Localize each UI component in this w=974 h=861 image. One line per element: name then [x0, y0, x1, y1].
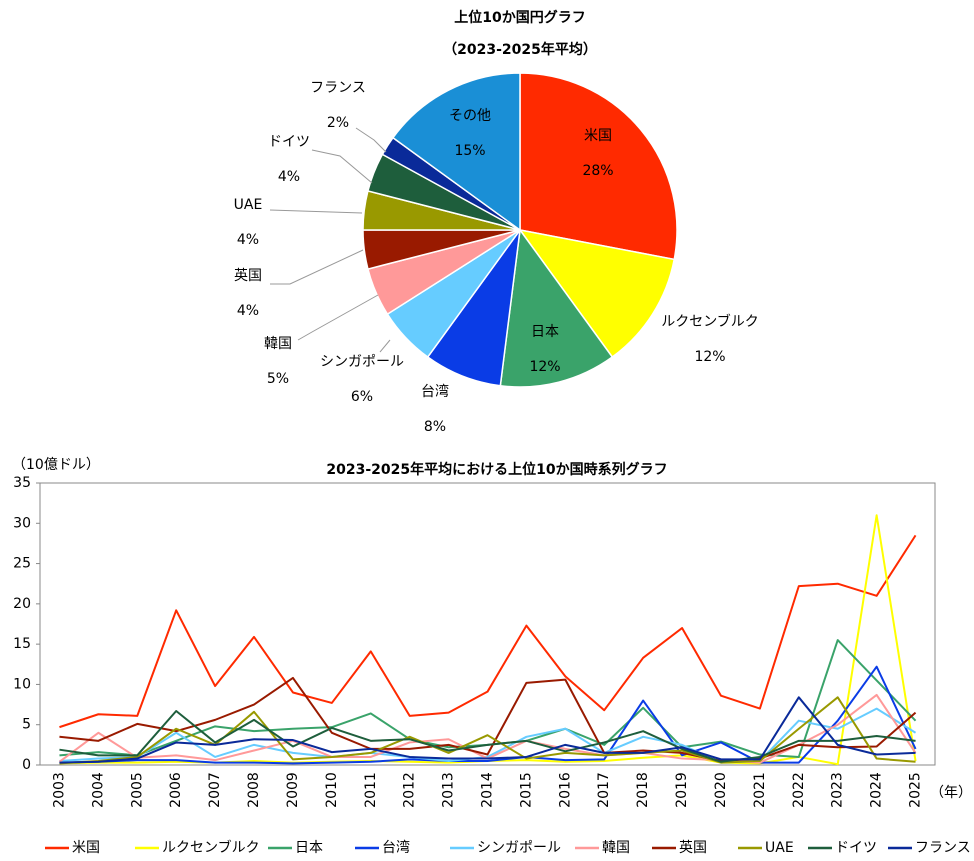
x-tick-label: 2021 — [752, 772, 768, 808]
legend-label: 米国 — [72, 840, 100, 856]
slice-label: ドイツ — [268, 134, 310, 150]
x-tick-label: 2012 — [402, 772, 418, 808]
slice-value-label: 4% — [278, 169, 300, 185]
x-tick-label: 2020 — [713, 772, 729, 808]
x-axis-label: （年） — [930, 785, 972, 801]
y-tick-label: 10 — [13, 676, 31, 692]
x-tick-label: 2022 — [791, 772, 807, 808]
pie-slice — [519, 72, 678, 261]
plot-frame — [39, 482, 936, 766]
y-tick-label: 20 — [13, 596, 31, 612]
slice-label: 韓国 — [264, 336, 292, 352]
slice-value-label: 5% — [267, 371, 289, 387]
x-tick-label: 2016 — [557, 772, 573, 808]
legend-label: UAE — [765, 840, 794, 856]
x-tick-label: 2004 — [90, 772, 106, 808]
x-tick-label: 2018 — [635, 772, 651, 808]
series-line — [59, 710, 916, 763]
x-tick-label: 2024 — [869, 772, 885, 808]
slice-value-label: 4% — [237, 232, 259, 248]
x-tick-label: 2013 — [441, 772, 457, 808]
x-tick-label: 2025 — [908, 772, 924, 808]
slice-value-label: 12% — [694, 349, 725, 365]
series-line — [59, 534, 917, 729]
x-tick-label: 2014 — [480, 772, 496, 808]
pie-slice — [518, 228, 676, 359]
series-line — [59, 676, 917, 762]
legend-label: 韓国 — [602, 840, 630, 856]
leader-line — [269, 209, 363, 214]
series-line — [59, 665, 917, 765]
x-tick-label: 2007 — [207, 772, 223, 808]
slice-value-label: 15% — [454, 143, 485, 159]
y-axis-label: （10億ドル） — [12, 457, 100, 473]
pie-slice — [391, 72, 521, 232]
x-tick-label: 2009 — [285, 772, 301, 808]
slice-label: シンガポール — [320, 354, 404, 370]
slice-label: 台湾 — [421, 383, 449, 400]
leader-line — [297, 294, 379, 341]
legend-label: 台湾 — [382, 839, 410, 856]
x-tick-label: 2005 — [129, 772, 145, 808]
leader-line — [311, 149, 373, 184]
slice-value-label: 2% — [327, 115, 349, 131]
x-tick-label: 2015 — [518, 772, 534, 808]
x-tick-label: 2017 — [596, 772, 612, 808]
x-tick-label: 2011 — [363, 772, 379, 808]
legend-label: ドイツ — [835, 840, 877, 856]
slice-label: UAE — [234, 197, 263, 213]
slice-value-label: 6% — [351, 389, 373, 405]
x-tick-label: 2003 — [51, 772, 67, 808]
pie-slice — [499, 228, 614, 388]
legend-label: シンガポール — [477, 840, 561, 856]
slice-value-label: 12% — [529, 359, 560, 375]
slice-label: 米国 — [584, 128, 612, 144]
series-line — [59, 696, 916, 765]
y-tick-label: 5 — [22, 717, 31, 733]
y-tick-label: 35 — [13, 475, 31, 491]
slice-label: 日本 — [531, 324, 559, 340]
slice-value-label: 8% — [424, 419, 446, 435]
slice-label: 英国 — [234, 267, 262, 284]
pie-title: 上位10か国円グラフ — [454, 9, 585, 26]
x-tick-label: 2010 — [324, 772, 340, 808]
y-tick-label: 25 — [13, 556, 31, 572]
x-tick-label: 2023 — [830, 772, 846, 808]
x-tick-label: 2006 — [168, 772, 184, 808]
x-tick-label: 2008 — [246, 772, 262, 808]
slice-label: ルクセンブルク — [661, 313, 759, 330]
leader-line — [270, 249, 364, 285]
leader-line — [379, 339, 391, 353]
x-tick-label: 2019 — [674, 772, 690, 808]
y-tick-label: 15 — [13, 636, 31, 652]
line-title: 2023-2025年平均における上位10か国時系列グラフ — [326, 461, 667, 478]
slice-label: その他 — [449, 108, 491, 124]
pie-subtitle: （2023-2025年平均） — [443, 41, 597, 58]
series-line — [59, 696, 916, 764]
slice-value-label: 28% — [582, 163, 613, 179]
series-line — [59, 707, 917, 764]
legend-label: ルクセンブルク — [162, 839, 260, 856]
y-tick-label: 30 — [13, 515, 31, 531]
legend-label: 英国 — [679, 839, 707, 856]
slice-label: フランス — [310, 80, 366, 96]
legend-label: 日本 — [295, 840, 323, 856]
leader-line — [355, 127, 387, 153]
slice-value-label: 4% — [237, 303, 259, 319]
legend-label: フランス — [915, 840, 971, 856]
y-tick-label: 0 — [22, 757, 31, 773]
